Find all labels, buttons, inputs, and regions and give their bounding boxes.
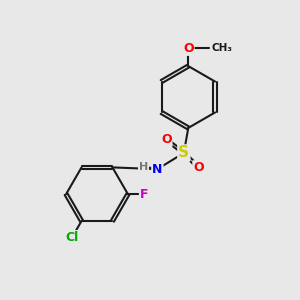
Text: F: F: [140, 188, 148, 201]
Text: O: O: [193, 161, 204, 174]
Text: CH₃: CH₃: [212, 44, 233, 53]
Text: S: S: [178, 146, 189, 160]
Text: O: O: [183, 42, 194, 55]
Text: N: N: [152, 163, 163, 176]
Text: O: O: [161, 133, 172, 146]
Text: Cl: Cl: [65, 231, 79, 244]
Text: H: H: [139, 162, 148, 172]
